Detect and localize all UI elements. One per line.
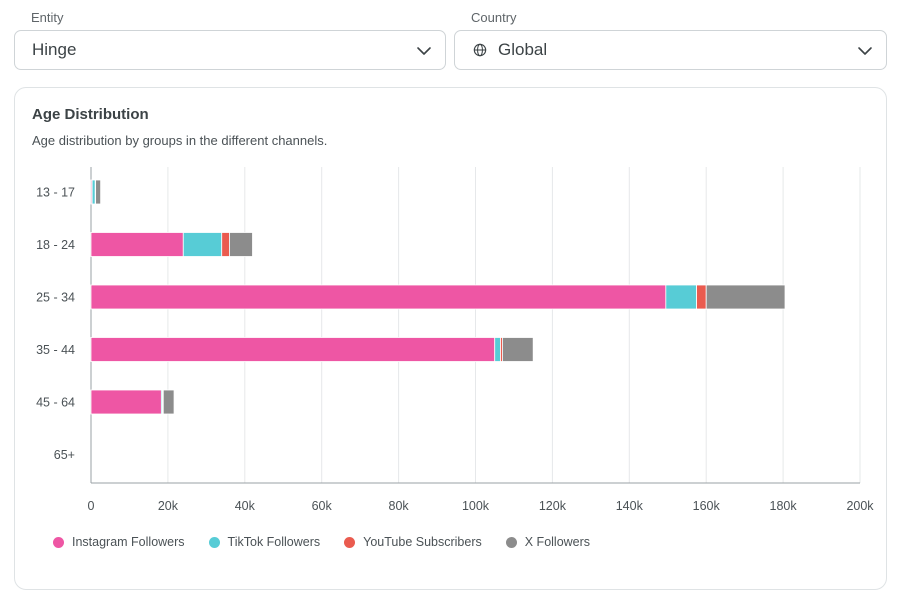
x-tick-label: 140k	[616, 499, 644, 513]
x-tick-label: 180k	[770, 499, 798, 513]
bar-segment	[90, 284, 667, 310]
legend-swatch	[505, 536, 517, 548]
x-tick-label: 40k	[235, 499, 256, 513]
bar-segment	[494, 337, 501, 362]
country-select[interactable]: Global	[454, 30, 887, 70]
x-tick-label: 100k	[462, 499, 490, 513]
entity-select[interactable]: Hinge	[14, 30, 446, 70]
legend-item[interactable]: X Followers	[505, 535, 591, 549]
y-tick-label: 13 - 17	[36, 186, 75, 200]
x-tick-label: 160k	[693, 499, 721, 513]
legend-swatch	[53, 536, 64, 548]
bar-segment	[162, 389, 175, 415]
y-tick-label: 35 - 44	[36, 343, 75, 357]
card-title: Age Distribution	[32, 106, 149, 123]
legend-swatch	[344, 536, 356, 548]
bar-segment	[221, 232, 230, 257]
x-tick-label: 60k	[312, 499, 333, 513]
y-tick-label: 45 - 64	[36, 396, 75, 410]
legend-item[interactable]: YouTube Subscribers	[344, 535, 482, 549]
legend-item[interactable]: Instagram Followers	[53, 535, 185, 549]
legend-label: Instagram Followers	[72, 535, 185, 549]
entity-label: Entity	[31, 10, 64, 25]
x-tick-label: 0	[88, 499, 95, 513]
legend-label: X Followers	[524, 535, 591, 549]
legend-label: TikTok Followers	[227, 535, 321, 549]
age-distribution-chart: 0 20k 40k 60k 80k 100k 120k 140k 160k 180k 200k 13 …	[36, 167, 874, 513]
bar-segment	[705, 284, 786, 310]
x-tick-label: 200k	[846, 499, 874, 513]
x-tick-label: 80k	[389, 499, 410, 513]
bar-segment	[665, 284, 697, 310]
chart-legend: Instagram Followers TikTok Followers YouTu…	[53, 535, 614, 549]
chevron-down-icon	[858, 47, 872, 55]
legend-label: YouTube Subscribers	[363, 535, 482, 549]
country-label: Country	[471, 10, 517, 25]
legend-swatch	[208, 536, 220, 548]
bar-segment	[696, 284, 707, 310]
age-distribution-card: Age Distribution Age distribution by gro…	[14, 87, 887, 590]
card-subtitle: Age distribution by groups in the differ…	[32, 133, 328, 148]
globe-icon	[473, 43, 487, 57]
bar-segment	[182, 232, 223, 257]
x-tick-label: 120k	[539, 499, 567, 513]
bar-segment	[91, 179, 96, 205]
bar-segment	[90, 337, 496, 362]
bar-segment	[90, 389, 162, 415]
chevron-down-icon	[417, 47, 431, 55]
bar-segment	[229, 232, 253, 257]
legend-item[interactable]: TikTok Followers	[208, 535, 321, 549]
y-tick-label: 18 - 24	[36, 238, 75, 252]
bar-segment	[90, 232, 184, 257]
bar-segment	[95, 179, 102, 205]
entity-value: Hinge	[32, 40, 77, 59]
x-tick-label: 20k	[158, 499, 179, 513]
bar-segment	[502, 337, 534, 362]
y-tick-label: 65+	[54, 448, 75, 462]
y-tick-label: 25 - 34	[36, 291, 75, 305]
country-value: Global	[498, 40, 548, 59]
